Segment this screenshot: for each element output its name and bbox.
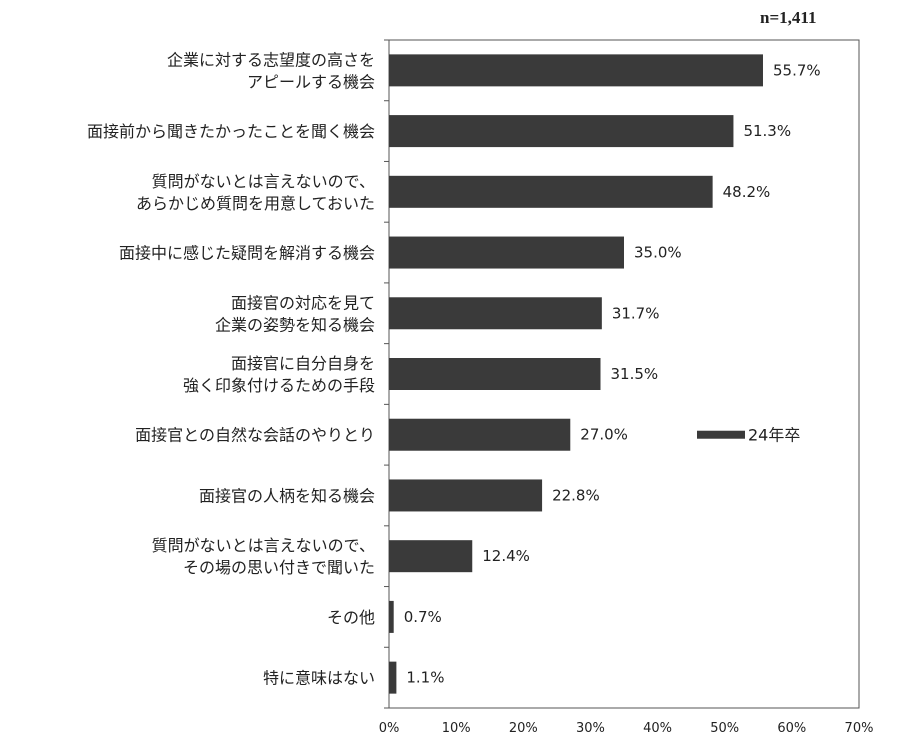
data-label: 27.0% [580, 426, 628, 444]
x-tick-label: 10% [442, 721, 471, 736]
category-label: その場の思い付きで聞いた [183, 558, 375, 577]
legend-swatch [697, 430, 745, 439]
bar [389, 297, 602, 330]
data-label: 31.5% [611, 365, 659, 383]
data-label: 55.7% [773, 61, 821, 79]
x-tick-label: 60% [777, 721, 806, 736]
category-label: 面接官の人柄を知る機会 [199, 486, 375, 505]
sample-size-note: n=1,411 [760, 8, 817, 27]
data-label: 12.4% [482, 547, 530, 565]
bar [389, 479, 543, 512]
data-label: 48.2% [723, 183, 771, 201]
legend-label: 24年卒 [748, 426, 800, 445]
data-label: 51.3% [743, 122, 791, 140]
category-label: 質問がないとは言えないので、 [152, 536, 375, 555]
category-label: 面接前から聞きたかったことを聞く機会 [87, 122, 375, 141]
x-tick-label: 50% [710, 721, 739, 736]
bar [389, 600, 394, 633]
bar [389, 661, 397, 694]
category-label: 面接官との自然な会話のやりとり [135, 426, 375, 445]
category-label: 質問がないとは言えないので、 [152, 172, 375, 191]
data-label: 0.7% [404, 608, 442, 626]
bar [389, 54, 763, 87]
data-label: 31.7% [612, 304, 660, 322]
bar [389, 236, 624, 269]
category-label: その他 [327, 608, 375, 627]
x-tick-label: 70% [845, 721, 874, 736]
category-label: 面接官に自分自身を [231, 354, 375, 373]
category-label: 面接官の対応を見て [231, 293, 375, 312]
category-label: 企業に対する志望度の高さを [167, 50, 375, 69]
x-tick-label: 0% [379, 721, 400, 736]
data-label: 35.0% [634, 244, 682, 262]
x-tick-label: 40% [643, 721, 672, 736]
bar [389, 540, 473, 573]
bar [389, 418, 571, 451]
category-label: 強く印象付けるための手段 [183, 376, 375, 395]
bar [389, 175, 713, 208]
x-tick-label: 20% [509, 721, 538, 736]
category-label: アピールする機会 [247, 72, 375, 91]
category-label: 企業の姿勢を知る機会 [215, 315, 375, 334]
category-label: 特に意味はない [263, 669, 375, 688]
bar [389, 358, 601, 390]
category-label: あらかじめ質問を用意しておいた [136, 194, 375, 213]
category-label: 面接中に感じた疑問を解消する機会 [119, 244, 375, 263]
data-label: 22.8% [552, 486, 600, 504]
x-tick-label: 30% [576, 721, 605, 736]
data-label: 1.1% [406, 669, 444, 687]
bar [389, 115, 734, 148]
